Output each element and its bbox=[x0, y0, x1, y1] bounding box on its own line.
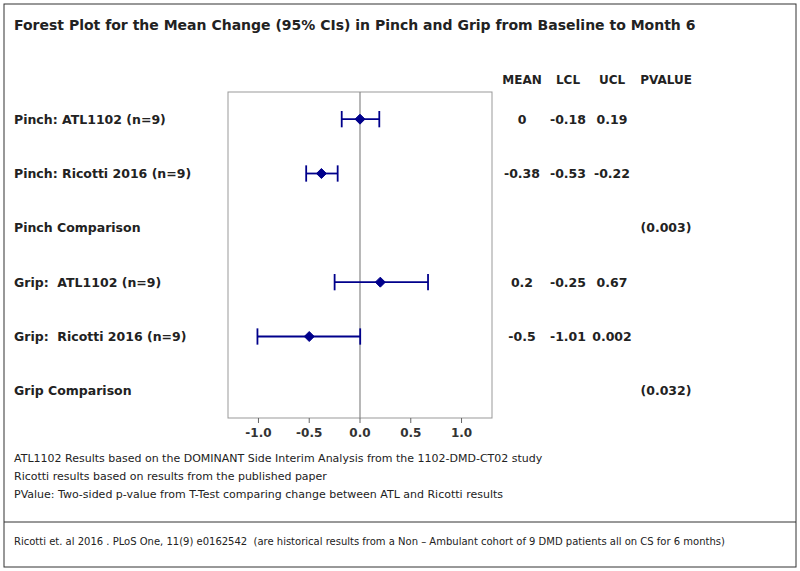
x-tick bbox=[360, 418, 361, 423]
mean-marker bbox=[355, 114, 365, 124]
data-label-lower: -0.25 bbox=[550, 275, 586, 290]
column-header: MEAN bbox=[502, 73, 541, 87]
separator bbox=[4, 522, 796, 523]
data-label-lower: -1.01 bbox=[550, 329, 586, 344]
x-tick-label: -1.0 bbox=[245, 426, 271, 440]
plot-frame bbox=[228, 92, 492, 418]
ci-cap-upper bbox=[359, 328, 361, 344]
mean-marker bbox=[375, 277, 385, 287]
column-header: UCL bbox=[599, 73, 626, 87]
x-tick-label: 1.0 bbox=[451, 426, 472, 440]
ci-cap-upper bbox=[337, 165, 339, 181]
column-header: PVALUE bbox=[640, 73, 692, 87]
outer-border bbox=[4, 4, 796, 567]
reference-line bbox=[359, 92, 360, 418]
row-label: Pinch Comparison bbox=[14, 220, 141, 235]
data-label-upper: 0.67 bbox=[597, 275, 628, 290]
data-label-values: 0.2 bbox=[511, 275, 533, 290]
ci-cap-lower bbox=[257, 328, 259, 344]
chart: Forest Plot for the Mean Change (95% CIs… bbox=[0, 0, 800, 571]
mean-marker bbox=[316, 169, 326, 179]
column-header: LCL bbox=[556, 73, 580, 87]
note: ATL1102 Results based on the DOMINANT Si… bbox=[14, 452, 543, 465]
x-tick-label: -0.5 bbox=[296, 426, 322, 440]
row-label: Grip: ATL1102 (n=9) bbox=[14, 275, 161, 290]
data-label-values: 0 bbox=[518, 112, 527, 127]
mean-marker bbox=[304, 332, 314, 342]
x-tick bbox=[309, 418, 310, 423]
note: PValue: Two-sided p-value from T-Test co… bbox=[14, 488, 503, 501]
data-label-lower: -0.53 bbox=[550, 166, 586, 181]
x-tick-label: 0.0 bbox=[349, 426, 370, 440]
pvalue-label: (0.032) bbox=[641, 383, 692, 398]
row-label: Pinch: ATL1102 (n=9) bbox=[14, 112, 166, 127]
data-label-values: -0.38 bbox=[504, 166, 540, 181]
row-label: Grip: Ricotti 2016 (n=9) bbox=[14, 329, 187, 344]
data-label-upper: 0.002 bbox=[592, 329, 632, 344]
x-tick bbox=[410, 418, 411, 423]
title: Forest Plot for the Mean Change (95% CIs… bbox=[14, 17, 695, 33]
ci-cap-upper bbox=[427, 274, 429, 290]
ci-cap-lower bbox=[341, 111, 343, 127]
ci-cap-lower bbox=[334, 274, 336, 290]
data-label-values: -0.5 bbox=[508, 329, 535, 344]
row-label: Pinch: Ricotti 2016 (n=9) bbox=[14, 166, 191, 181]
ci-cap-upper bbox=[378, 111, 380, 127]
row-label: Grip Comparison bbox=[14, 383, 132, 398]
note: Ricotti results based on results from th… bbox=[14, 470, 327, 483]
marks bbox=[257, 92, 428, 418]
data-label-upper: -0.22 bbox=[594, 166, 630, 181]
x-tick bbox=[461, 418, 462, 423]
data-label-lower: -0.18 bbox=[550, 112, 586, 127]
ci-cap-lower bbox=[305, 165, 307, 181]
pvalue-label: (0.003) bbox=[641, 220, 692, 235]
x-tick-label: 0.5 bbox=[400, 426, 421, 440]
x-tick bbox=[258, 418, 259, 423]
data-label-upper: 0.19 bbox=[597, 112, 628, 127]
source-note: Ricotti et. al 2016 . PLoS One, 11(9) e0… bbox=[14, 536, 725, 547]
